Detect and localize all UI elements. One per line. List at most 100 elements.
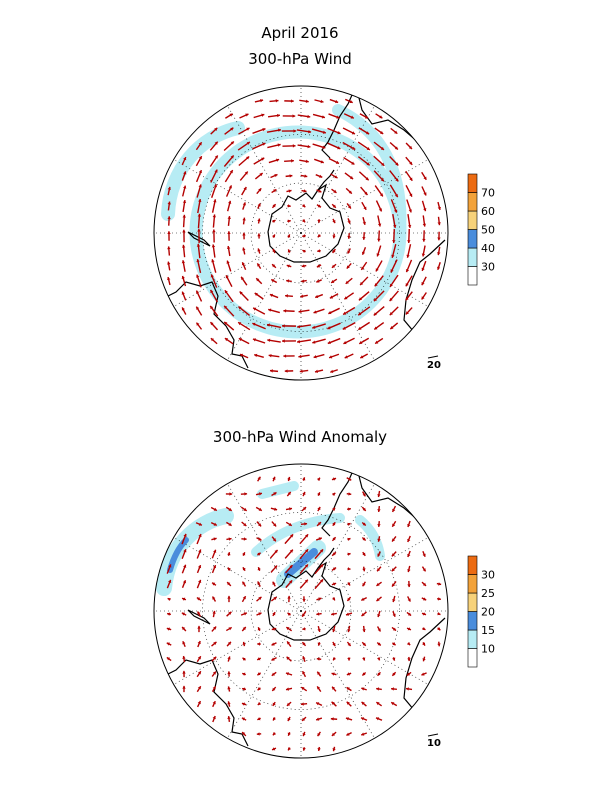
jet-shading: [161, 104, 407, 339]
wind-arrowhead: [272, 702, 276, 706]
wind-arrowhead: [214, 141, 218, 145]
wind-arrowhead: [272, 476, 276, 480]
wind-arrowhead: [421, 267, 425, 271]
wind-arrowhead: [213, 656, 217, 660]
wind-arrowhead: [422, 626, 426, 631]
wind-arrowhead: [407, 224, 412, 228]
wind-arrowhead: [182, 655, 186, 659]
wind-arrowhead: [322, 130, 326, 134]
wind-arrowhead: [166, 642, 170, 646]
wind-arrowhead: [407, 612, 412, 616]
wind-arrowhead: [254, 293, 258, 296]
wind-arrowhead: [305, 99, 309, 103]
wind-arrowhead: [197, 228, 201, 232]
wind-arrowhead: [197, 625, 201, 629]
antarctic-peninsula: [317, 169, 335, 191]
wind-arrowhead: [198, 184, 202, 188]
colorbar: 30 40 50 60 70: [467, 173, 495, 286]
wind-arrowhead: [288, 747, 291, 751]
wind-arrowhead: [286, 656, 290, 660]
wind-arrowhead: [349, 99, 353, 104]
wind-arrowhead: [261, 113, 265, 117]
wind-arrowhead: [230, 127, 234, 131]
wind-arrowhead: [282, 339, 285, 343]
wind-arrowhead: [376, 598, 380, 602]
wind-arrowhead: [244, 492, 248, 496]
wind-arrowhead: [405, 283, 409, 287]
wind-arrowhead: [282, 324, 285, 328]
wind-arrowhead: [289, 549, 293, 553]
wind-arrowhead: [365, 177, 369, 181]
wind-arrowhead: [394, 130, 398, 134]
wind-arrowhead: [242, 672, 246, 676]
wind-arrowhead: [346, 732, 350, 736]
wind-arrowhead: [302, 477, 306, 481]
wind-arrowhead: [304, 579, 308, 583]
wind-arrowhead: [347, 567, 351, 571]
wind-arrowhead: [196, 259, 200, 263]
wind-arrowhead: [212, 671, 216, 675]
wind-arrowhead: [375, 268, 379, 272]
wind-arrowhead: [227, 595, 231, 599]
wind-arrowhead: [305, 534, 309, 538]
wind-arrowhead: [197, 686, 201, 690]
wind-arrowhead: [332, 219, 336, 224]
wind-arrowhead: [198, 534, 202, 538]
wind-arrowhead: [305, 159, 309, 164]
wind-arrowhead: [305, 549, 309, 553]
wind-arrowhead: [243, 612, 247, 616]
wind-arrowhead: [392, 642, 396, 646]
lat-lon-grid: [154, 86, 448, 380]
wind-arrowhead: [267, 323, 271, 327]
wind-arrowhead: [286, 687, 290, 691]
wind-arrowhead: [409, 161, 413, 165]
reference-arrow: [427, 733, 439, 737]
wind-arrowhead: [379, 193, 383, 197]
wind-arrowhead: [228, 627, 232, 631]
wind-arrowhead: [277, 113, 280, 118]
wind-arrowhead: [332, 492, 336, 496]
wind-arrowhead: [211, 244, 216, 248]
wind-arrowhead: [423, 176, 427, 180]
wind-arrowhead: [329, 295, 334, 299]
wind-anomaly-map-panel: 10 15 20 25 30 10: [153, 463, 495, 759]
australia-coast: [159, 659, 249, 747]
wind-arrowhead: [271, 279, 275, 283]
wind-arrowhead: [328, 310, 332, 315]
wind-arrowhead: [391, 254, 395, 258]
wind-arrowhead: [394, 193, 398, 198]
wind-arrowhead: [228, 200, 232, 204]
wind-arrowhead: [302, 249, 306, 253]
wind-arrowhead: [299, 369, 303, 373]
wind-arrowhead: [183, 171, 187, 175]
wind-arrowhead: [272, 204, 276, 208]
wind-arrowhead: [348, 477, 352, 481]
wind-arrowhead: [327, 326, 331, 330]
colorbar-segment: [467, 555, 478, 575]
wind-arrowhead: [212, 610, 216, 614]
wind-arrowhead: [316, 477, 320, 481]
wind-arrowhead: [318, 189, 322, 193]
wind-arrowhead: [228, 507, 232, 511]
colorbar-segment: [467, 266, 478, 286]
wind-arrowhead: [392, 657, 396, 661]
wind-arrowhead: [213, 184, 218, 188]
panel-2-title: 300-hPa Wind Anomaly: [212, 428, 388, 446]
wind-arrowhead: [405, 311, 409, 315]
wind-arrowhead: [374, 283, 378, 287]
wind-arrowhead: [422, 238, 426, 242]
wind-arrowhead: [246, 156, 250, 160]
wind-arrowhead: [214, 169, 218, 173]
wind-arrowhead: [349, 176, 354, 180]
wind-arrowhead: [320, 99, 324, 104]
wind-arrowhead: [377, 613, 381, 618]
wind-arrowhead: [352, 146, 356, 150]
wind-arrowhead: [345, 280, 349, 284]
wind-arrowhead: [317, 748, 321, 751]
anomaly-band: [251, 513, 345, 557]
wind-arrowhead: [408, 145, 412, 149]
meridian-line: [300, 232, 375, 361]
wind-arrowhead: [197, 671, 201, 675]
wind-arrowhead: [364, 115, 369, 119]
wind-arrowhead: [183, 157, 187, 161]
